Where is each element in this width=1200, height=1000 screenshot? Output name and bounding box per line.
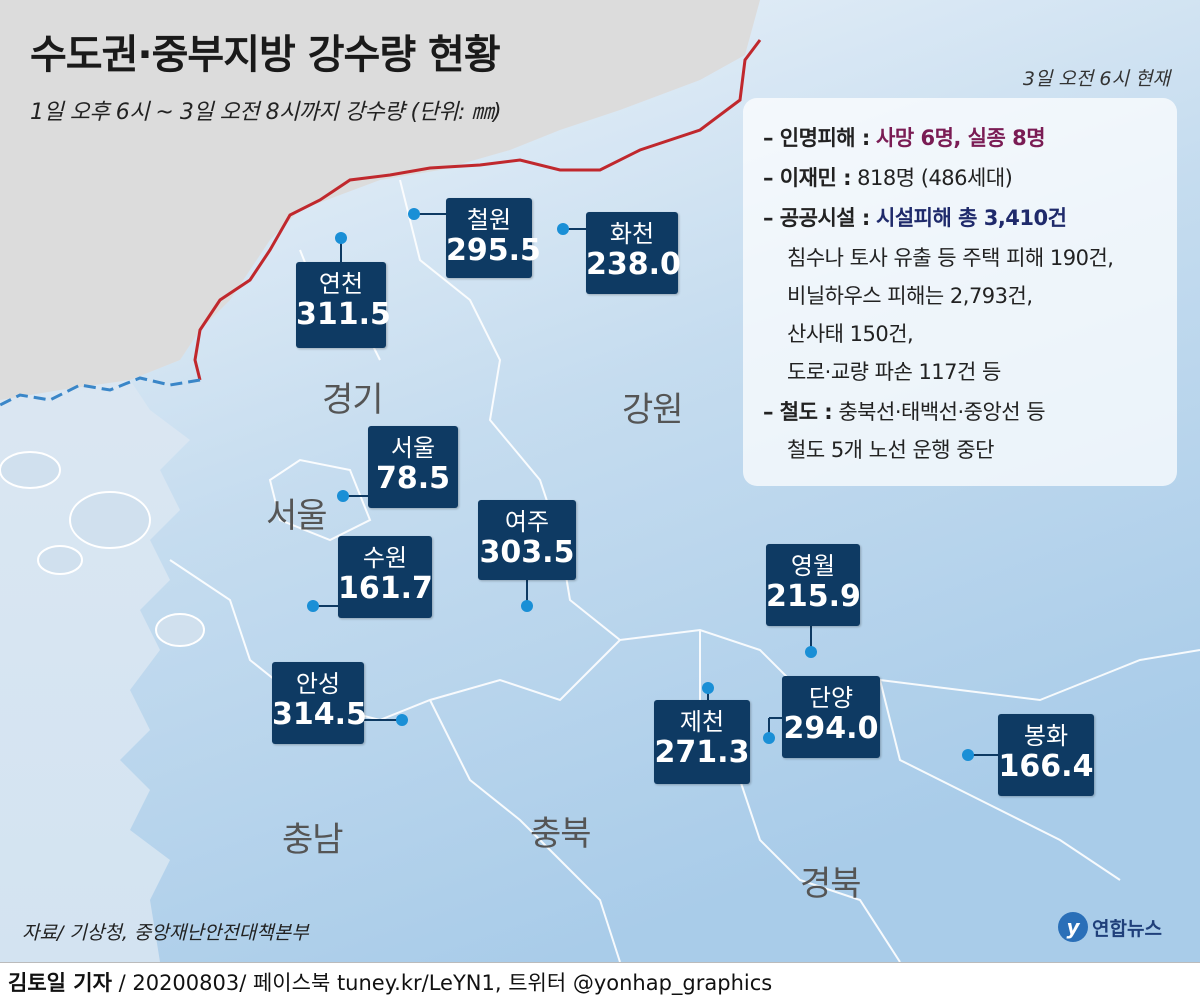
footer-author: 김토일 기자: [8, 971, 112, 995]
station-name: 연천: [318, 270, 364, 298]
station-rainfall: 295.5: [446, 233, 541, 268]
station-box-suwon: 수원 161.7: [338, 536, 433, 618]
station-name: 영월: [790, 552, 836, 580]
station-name: 철원: [466, 206, 512, 234]
station-box-jecheon: 제천 271.3: [654, 700, 750, 784]
region-label-gyeongbuk: 경북: [800, 864, 862, 904]
station-box-danyang: 단양 294.0: [782, 676, 880, 758]
river-boundary: [0, 376, 201, 407]
station-name: 봉화: [1023, 722, 1069, 750]
station-name: 제천: [679, 708, 725, 736]
station-dot-seoul: [337, 490, 349, 502]
dmz-line: [193, 39, 762, 381]
region-label-seoul: 서울: [266, 496, 328, 536]
station-rainfall: 271.3: [654, 735, 750, 770]
displaced-value: 818명 (486세대): [857, 166, 1013, 190]
casualty-value: 사망 6명, 실종 8명: [876, 126, 1046, 150]
as-of-time: 3일 오전 6시 현재: [1022, 68, 1170, 90]
station-connectors: [313, 213, 1000, 756]
station-rainfall: 238.0: [586, 247, 681, 282]
station-box-yeongwol: 영월 215.9: [766, 544, 861, 626]
station-box-yeoncheon: 연천 311.5: [296, 262, 391, 348]
page-title: 수도권·중부지방 강수량 현황: [30, 32, 501, 78]
station-rainfall: 294.0: [783, 711, 879, 746]
displaced-line: – 이재민 : 818명 (486세대): [763, 162, 1013, 192]
station-name: 단양: [808, 684, 854, 712]
station-dot-hwacheon: [557, 223, 569, 235]
casualty-label: – 인명피해 :: [763, 126, 870, 150]
station-box-hwacheon: 화천 238.0: [586, 212, 681, 294]
station-name: 화천: [609, 220, 655, 248]
station-dot-yeongwol: [805, 646, 817, 658]
facilities-detail: 도로·교량 파손 117건 등: [787, 360, 1001, 384]
station-dot-anseong: [396, 714, 408, 726]
station-box-anseong: 안성 314.5: [272, 662, 367, 744]
region-label-gangwon: 강원: [622, 390, 684, 430]
station-rainfall: 161.7: [338, 571, 433, 606]
yonhap-logo-icon: y: [1058, 912, 1088, 942]
station-rainfall: 215.9: [766, 579, 861, 614]
station-name: 안성: [295, 670, 341, 698]
rail-label: – 철도 :: [763, 400, 833, 424]
facilities-line: – 공공시설 : 시설피해 총 3,410건: [763, 202, 1067, 232]
region-label-chungbuk: 충북: [530, 814, 592, 854]
footer-details: / 20200803/ 페이스북 tuney.kr/LeYN1, 트위터 @yo…: [111, 971, 773, 995]
facilities-detail: 산사태 150건,: [787, 322, 914, 346]
region-label-chungnam: 충남: [282, 820, 344, 860]
yonhap-logo: y 연합뉴스: [1058, 912, 1162, 942]
logo-text: 연합뉴스: [1092, 917, 1162, 940]
station-name: 서울: [390, 434, 436, 462]
station-rainfall: 303.5: [479, 535, 575, 570]
station-dot-suwon: [307, 600, 319, 612]
facilities-label: – 공공시설 :: [763, 206, 870, 230]
station-dot-jecheon: [702, 682, 714, 694]
facilities-detail: 비닐하우스 피해는 2,793건,: [787, 284, 1033, 308]
station-rainfall: 311.5: [296, 297, 391, 332]
station-dot-bonghwa: [962, 749, 974, 761]
page-subtitle: 1일 오후 6시 ~ 3일 오전 8시까지 강수량 (단위: ㎜): [30, 100, 502, 125]
north-area: [0, 0, 760, 400]
station-dot-danyang: [763, 732, 775, 744]
rail-line: – 철도 : 충북선·태백선·중앙선 등: [763, 396, 1046, 426]
station-dot-cheorwon: [408, 208, 420, 220]
station-dot-yeoncheon: [335, 232, 347, 244]
source-credit: 자료/ 기상청, 중앙재난안전대책본부: [22, 922, 309, 944]
station-name: 여주: [504, 508, 550, 536]
station-rainfall: 78.5: [375, 461, 451, 496]
displaced-label: – 이재민 :: [763, 166, 851, 190]
casualty-line: – 인명피해 : 사망 6명, 실종 8명: [763, 122, 1046, 152]
facilities-value: 시설피해 총 3,410건: [876, 206, 1067, 230]
rail-value: 충북선·태백선·중앙선 등: [838, 400, 1046, 424]
footer-bar: 김토일 기자 / 20200803/ 페이스북 tuney.kr/LeYN1, …: [0, 962, 1200, 1000]
footer-credit: 김토일 기자 / 20200803/ 페이스북 tuney.kr/LeYN1, …: [8, 967, 772, 997]
station-box-seoul: 서울 78.5: [368, 426, 458, 508]
region-label-gyeonggi: 경기: [322, 380, 384, 420]
station-box-bonghwa: 봉화 166.4: [998, 714, 1094, 796]
station-dot-yeoju: [521, 600, 533, 612]
station-box-cheorwon: 철원 295.5: [446, 198, 541, 278]
damage-info-panel: – 인명피해 : 사망 6명, 실종 8명 – 이재민 : 818명 (486세…: [743, 98, 1177, 486]
station-rainfall: 314.5: [272, 697, 367, 732]
station-rainfall: 166.4: [998, 749, 1094, 784]
facilities-detail: 침수나 토사 유출 등 주택 피해 190건,: [787, 246, 1114, 270]
rail-detail: 철도 5개 노선 운행 중단: [787, 438, 994, 462]
station-name: 수원: [362, 544, 408, 572]
station-box-yeoju: 여주 303.5: [478, 500, 576, 580]
